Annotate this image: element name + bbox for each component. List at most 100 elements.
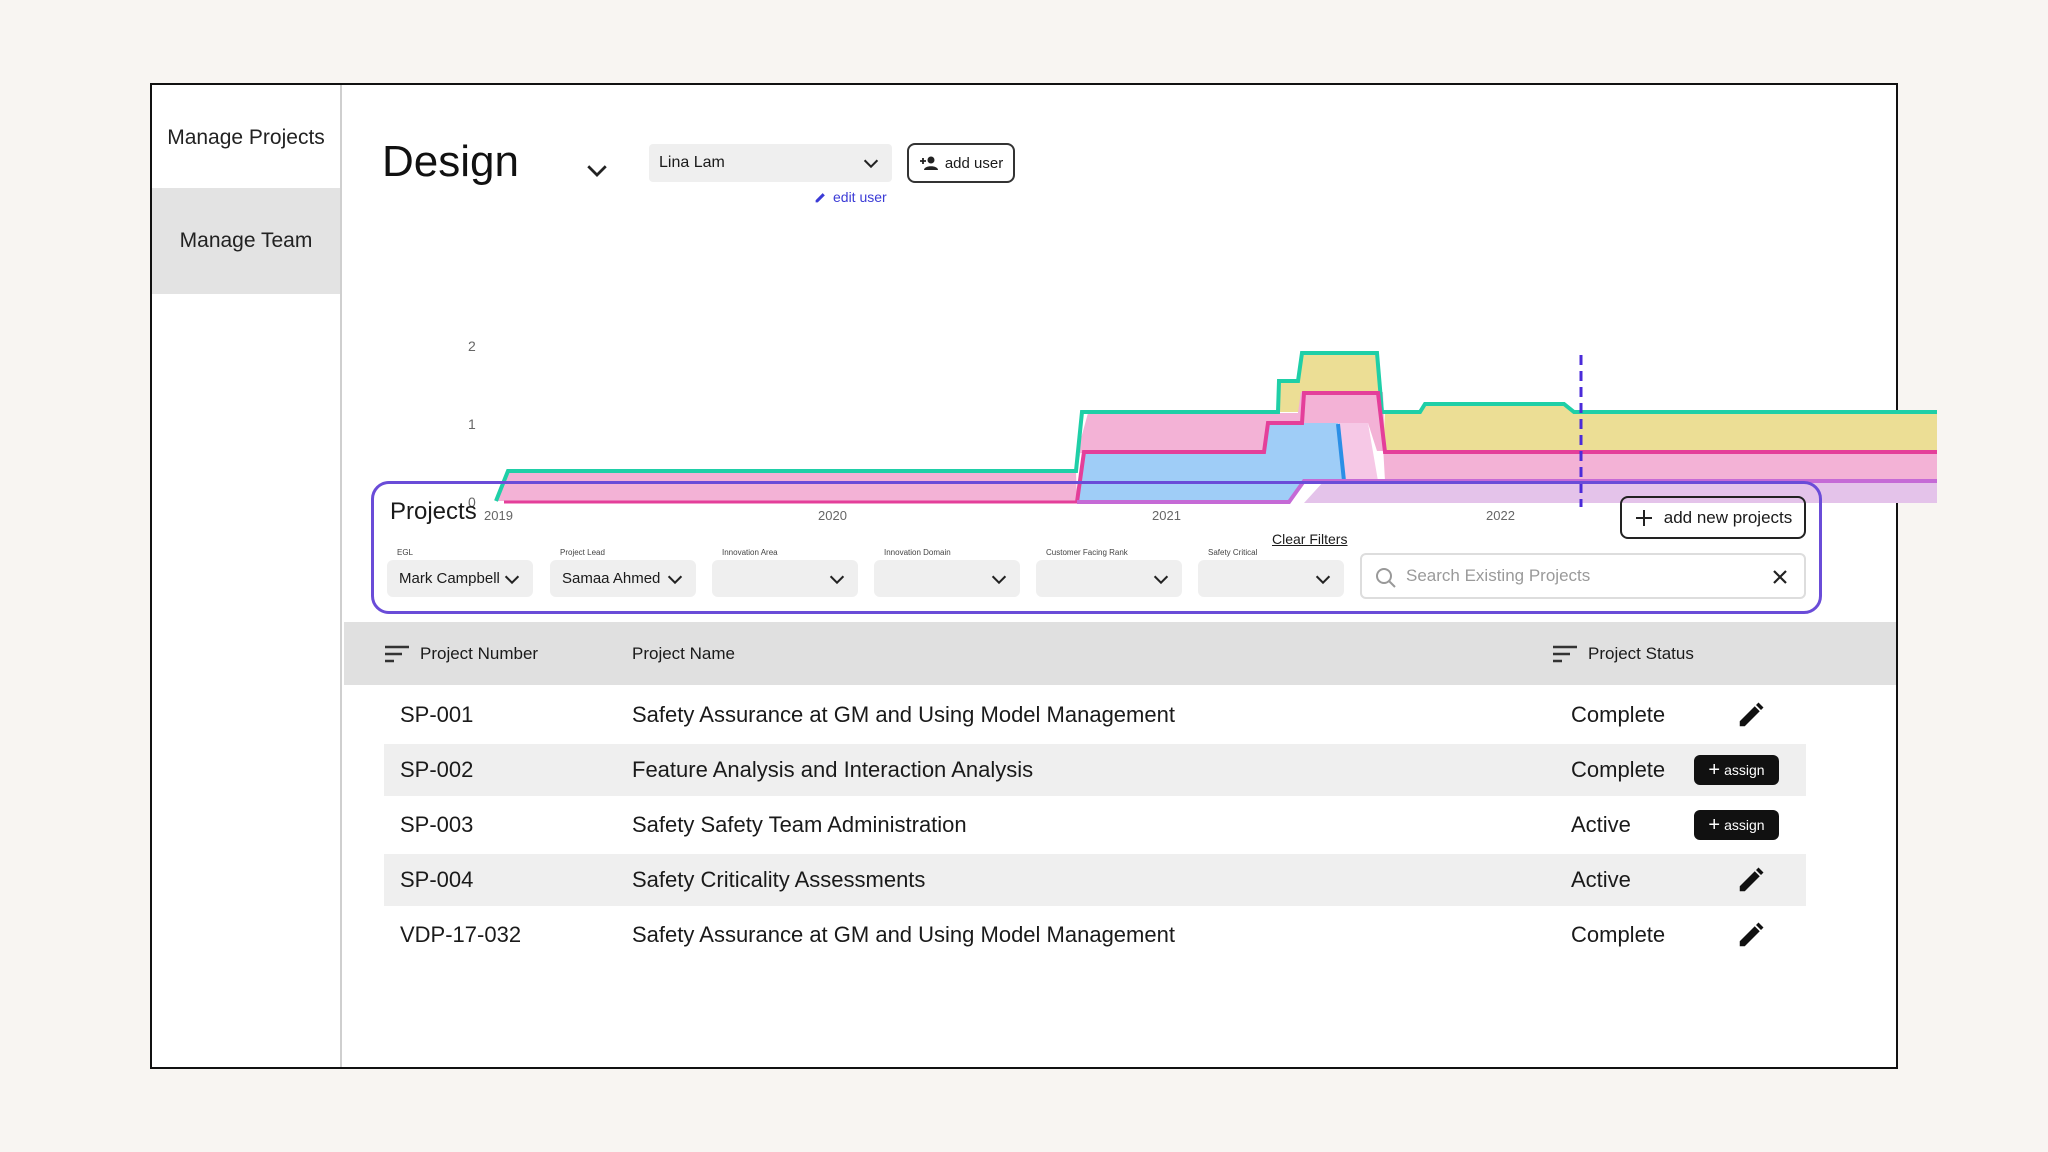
column-header-label: Project Status [1588,643,1694,663]
add-new-projects-button[interactable]: add new projects [1620,496,1806,539]
user-select-value: Lina Lam [659,154,725,171]
y-tick-label: 1 [468,416,476,432]
x-tick-label: 2019 [484,508,513,523]
filter-egl: EGL Mark Campbell [387,548,533,597]
series-area-pink-mid [1077,392,1385,453]
assign-button[interactable]: + assign [1694,755,1779,785]
project-number: SP-003 [400,812,474,837]
sidebar-item-label: Manage Projects [167,125,325,149]
pencil-icon [1739,867,1764,892]
project-status: Complete [1571,922,1666,947]
project-status: Complete [1571,757,1666,782]
chevron-down-icon [863,159,879,169]
column-header-label: Project Name [632,643,735,663]
y-tick-label: 0 [468,494,476,510]
assign-button[interactable]: + assign [1694,810,1779,840]
filter-innovation-domain: Innovation Domain [874,548,1020,597]
assign-cell: + assign [1694,744,1779,796]
project-name: Feature Analysis and Interaction Analysi… [632,757,1034,782]
edit-button[interactable] [1736,689,1766,741]
filter-label: Innovation Domain [884,548,951,557]
projects-title: Projects [390,498,477,525]
filter-customer-facing-rank: Customer Facing Rank [1036,548,1182,597]
table-row[interactable]: SP-003 Safety Safety Team Administration… [384,799,1806,851]
filter-safety-critical: Safety Critical [1198,548,1344,597]
add-new-projects-label: add new projects [1663,507,1793,527]
sort-icon[interactable] [1552,644,1578,664]
project-number: VDP-17-032 [400,922,522,947]
filter-project-lead-select[interactable]: Samaa Ahmed [550,560,696,597]
pencil-icon [1739,922,1764,947]
chevron-down-icon [667,575,683,585]
main-content: Design Lina Lam add user edit user [344,85,1937,1067]
edit-user-link[interactable]: edit user [814,189,887,205]
add-user-button[interactable]: add user [907,143,1015,183]
filter-egl-select[interactable]: Mark Campbell [387,560,533,597]
clear-filters-link[interactable]: Clear Filters [1272,531,1348,547]
sort-icon[interactable] [384,644,410,664]
pencil-icon [1739,702,1764,727]
filter-customer-facing-rank-select[interactable] [1036,560,1182,597]
x-tick-label: 2020 [818,508,847,523]
table-row[interactable]: SP-004 Safety Criticality Assessments Ac… [384,854,1806,906]
search-field[interactable]: Search Existing Projects [1360,553,1806,599]
project-name: Safety Assurance at GM and Using Model M… [632,702,1175,727]
chevron-down-icon [504,575,520,585]
projects-filter-panel: Projects add new projects Clear Filters … [371,481,1822,614]
add-user-label: add user [944,154,1004,172]
filter-label: Customer Facing Rank [1046,548,1128,557]
filter-project-lead: Project Lead Samaa Ahmed [550,548,696,597]
x-tick-label: 2022 [1486,508,1515,523]
filter-innovation-area: Innovation Area [712,548,858,597]
column-header-project-status[interactable]: Project Status [1552,622,1694,685]
y-tick-label: 2 [468,338,476,354]
page-title: Design [382,137,519,186]
filter-label: Innovation Area [722,548,778,557]
add-user-icon [919,156,938,170]
plus-icon: + [1708,759,1721,781]
table-row[interactable]: VDP-17-032 Safety Assurance at GM and Us… [384,909,1806,961]
filter-safety-critical-select[interactable] [1198,560,1344,597]
x-tick-label: 2021 [1152,508,1181,523]
project-name: Safety Safety Team Administration [632,812,967,837]
sidebar-item-label: Manage Team [179,229,313,252]
filter-innovation-domain-select[interactable] [874,560,1020,597]
filter-label: Safety Critical [1208,548,1258,557]
column-header-project-name: Project Name [632,622,735,685]
filter-innovation-area-select[interactable] [712,560,858,597]
sidebar-item-manage-projects[interactable]: Manage Projects [152,110,340,165]
series-area-pink-base [496,471,1077,502]
chevron-down-icon [1315,575,1331,585]
series-line-magenta [1075,391,1937,503]
assign-cell: + assign [1694,799,1779,851]
column-header-project-number[interactable]: Project Number [384,622,538,685]
sidebar: Manage Projects Manage Team [152,85,342,1067]
filter-value: Mark Campbell [399,570,500,587]
chevron-down-icon [991,575,1007,585]
edit-button[interactable] [1736,854,1766,906]
chevron-down-icon [829,575,845,585]
chevron-down-icon[interactable] [582,155,612,185]
series-area-yellow [1277,353,1937,452]
user-select[interactable]: Lina Lam [649,144,892,182]
series-line-teal [494,351,1937,502]
edit-button[interactable] [1736,909,1766,961]
column-header-label: Project Number [420,643,539,663]
plus-icon: + [1708,814,1721,836]
project-number: SP-001 [400,702,474,727]
table-row[interactable]: SP-001 Safety Assurance at GM and Using … [384,689,1806,741]
sidebar-item-manage-team[interactable]: Manage Team [152,188,340,294]
filter-label: Project Lead [560,548,605,557]
table-row[interactable]: SP-002 Feature Analysis and Interaction … [384,744,1806,796]
edit-user-label: edit user [833,189,887,205]
project-status: Complete [1571,702,1666,727]
assign-label: assign [1724,762,1765,778]
filter-value: Samaa Ahmed [562,570,661,587]
search-input[interactable]: Search Existing Projects [1406,566,1591,585]
project-name: Safety Criticality Assessments [632,867,926,892]
plus-icon [1635,509,1652,526]
project-name: Safety Assurance at GM and Using Model M… [632,922,1175,947]
close-icon[interactable] [1770,567,1790,587]
pencil-icon [815,192,825,202]
app-window: Manage Projects Manage Team Design Lina … [150,83,1937,1069]
